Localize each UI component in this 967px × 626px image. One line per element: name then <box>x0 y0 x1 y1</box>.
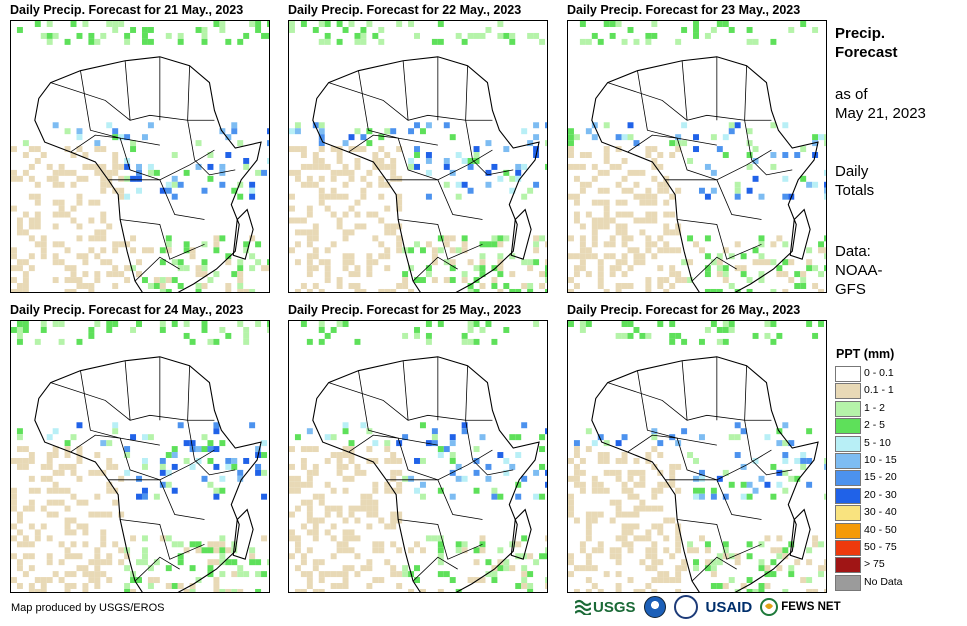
totals-line: Daily <box>835 163 869 180</box>
data-source-line: Data: <box>835 243 871 260</box>
legend-title: PPT (mm) <box>836 347 895 361</box>
totals-line: Totals <box>835 182 875 199</box>
usgs-logo: USGS <box>575 599 636 616</box>
legend-label: 15 - 20 <box>864 471 897 484</box>
fews-globe-icon <box>760 598 779 616</box>
forecast-map-panel: Daily Precip. Forecast for 23 May., 2023 <box>567 3 827 295</box>
legend-swatch <box>835 418 861 435</box>
noaa-logo-icon <box>643 596 666 618</box>
data-source-line: NOAA- <box>835 262 883 279</box>
panel-title: Daily Precip. Forecast for 24 May., 2023 <box>10 303 244 317</box>
sidebar-heading-line: Precip. <box>835 25 886 42</box>
africa-map-graphic <box>568 21 826 292</box>
africa-map-graphic <box>289 21 547 292</box>
legend-swatch <box>835 539 861 556</box>
legend-swatch <box>835 383 861 400</box>
legend-swatch <box>835 557 861 574</box>
africa-map-graphic <box>11 21 269 292</box>
legend-swatch <box>835 505 861 522</box>
panel-title: Daily Precip. Forecast for 22 May., 2023 <box>288 3 522 17</box>
legend-label: 20 - 30 <box>864 488 897 501</box>
legend-swatch <box>835 487 861 504</box>
usgs-wave-icon <box>575 599 591 615</box>
panel-title: Daily Precip. Forecast for 23 May., 2023 <box>567 3 801 17</box>
legend-label: 5 - 10 <box>864 436 891 449</box>
forecast-map-panel: Daily Precip. Forecast for 26 May., 2023 <box>567 303 827 595</box>
legend-swatch <box>835 452 861 469</box>
fews-net-text: FEWS NET <box>781 601 841 613</box>
data-source: Data: NOAA- GFS <box>835 242 883 299</box>
legend-label: 10 - 15 <box>864 453 897 466</box>
legend-swatch <box>835 400 861 417</box>
data-source-line: GFS <box>835 281 866 298</box>
forecast-map <box>10 320 270 593</box>
forecast-map <box>567 20 827 293</box>
panel-title: Daily Precip. Forecast for 26 May., 2023 <box>567 303 801 317</box>
africa-map-graphic <box>289 321 547 592</box>
legend-label: 1 - 2 <box>864 401 886 414</box>
usaid-seal-icon <box>673 595 698 619</box>
legend-label: No Data <box>864 575 903 588</box>
legend-label: 30 - 40 <box>864 506 897 519</box>
africa-map-graphic <box>11 321 269 592</box>
forecast-map-panel: Daily Precip. Forecast for 21 May., 2023 <box>10 3 270 295</box>
forecast-map-panel: Daily Precip. Forecast for 25 May., 2023 <box>288 303 548 595</box>
as-of-value: May 21, 2023 <box>835 105 926 122</box>
sidebar-heading: Precip. Forecast <box>835 24 898 62</box>
legend-swatch <box>835 435 861 452</box>
panel-title: Daily Precip. Forecast for 25 May., 2023 <box>288 303 522 317</box>
legend-label: 2 - 5 <box>864 419 886 432</box>
forecast-map-panel: Daily Precip. Forecast for 22 May., 2023 <box>288 3 548 295</box>
forecast-map <box>288 320 548 593</box>
forecast-map-panel: Daily Precip. Forecast for 24 May., 2023 <box>10 303 270 595</box>
forecast-map <box>10 20 270 293</box>
legend-swatch <box>835 522 861 539</box>
logo-bar: USGS USAID FEWS NET <box>575 595 841 619</box>
usaid-logo: USAID <box>705 598 753 616</box>
legend-swatch <box>835 574 861 591</box>
fews-net-logo: FEWS NET <box>760 598 841 616</box>
sidebar-heading-line: Forecast <box>835 44 898 61</box>
map-credit: Map produced by USGS/EROS <box>11 602 165 614</box>
legend-label: 50 - 75 <box>864 540 897 553</box>
legend-label: 40 - 50 <box>864 523 897 536</box>
legend-label: 0.1 - 1 <box>864 384 894 397</box>
panel-title: Daily Precip. Forecast for 21 May., 2023 <box>10 3 244 17</box>
legend-label: 0 - 0.1 <box>864 367 894 379</box>
forecast-map <box>567 320 827 593</box>
forecast-map <box>288 20 548 293</box>
usgs-logo-text: USGS <box>593 598 636 616</box>
totals-note: Daily Totals <box>835 162 874 200</box>
legend-swatch <box>835 470 861 487</box>
as-of-date: as of May 21, 2023 <box>835 85 926 123</box>
as-of-label: as of <box>835 86 868 103</box>
africa-map-graphic <box>568 321 826 592</box>
legend-swatch <box>835 366 861 382</box>
legend-label: > 75 <box>864 558 885 571</box>
